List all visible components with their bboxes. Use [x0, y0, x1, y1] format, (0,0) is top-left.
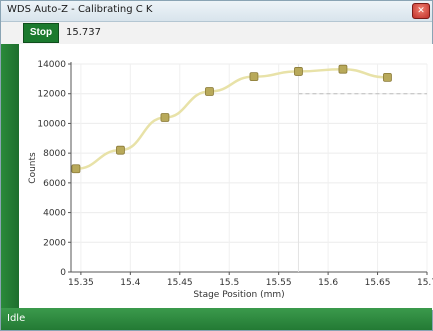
- y-tick-label: 2000: [43, 238, 66, 248]
- data-point: [71, 164, 81, 174]
- close-icon[interactable]: ✕: [412, 3, 430, 19]
- y-tick-label: 14000: [37, 60, 66, 70]
- x-axis-label: Stage Position (mm): [193, 290, 284, 300]
- y-tick-label: 10000: [37, 119, 66, 129]
- y-tick-label: 6000: [43, 179, 66, 189]
- x-tick-label: 15.4: [120, 278, 140, 288]
- position-readout: 15.737: [66, 27, 101, 38]
- status-text: Idle: [7, 313, 26, 324]
- x-tick-label: 15.5: [219, 278, 239, 288]
- data-point: [294, 67, 303, 76]
- stop-button[interactable]: Stop: [23, 23, 59, 43]
- data-point: [116, 145, 125, 155]
- side-strip: [1, 22, 19, 312]
- x-tick-label: 15.7: [417, 278, 433, 288]
- x-tick-label: 15.55: [266, 278, 292, 288]
- title-bar[interactable]: WDS Auto-Z - Calibrating C K ✕: [1, 1, 432, 22]
- series-line: [75, 67, 388, 170]
- x-tick-label: 15.45: [167, 278, 193, 288]
- data-point: [160, 113, 170, 122]
- plot-area: 0 2000 4000 6000 8000 10000 12000 14000 15.35 15.…: [19, 44, 433, 310]
- x-tick-label: 15.35: [68, 278, 94, 288]
- y-tick-label: 12000: [37, 90, 66, 100]
- counts-chart: 0 2000 4000 6000 8000 10000 12000 14000 15.35 15.…: [28, 60, 433, 300]
- status-bar: Idle: [1, 308, 432, 330]
- y-tick-label: 0: [60, 268, 66, 278]
- y-tick-label: 8000: [43, 149, 66, 159]
- y-tick-label: 4000: [43, 209, 66, 219]
- window-title: WDS Auto-Z - Calibrating C K: [7, 4, 153, 15]
- data-point: [383, 72, 392, 82]
- toolbar: Stop 15.737: [1, 22, 432, 44]
- data-point: [205, 87, 214, 96]
- data-point: [338, 64, 348, 74]
- x-tick-label: 15.65: [365, 278, 391, 288]
- x-tick-label: 15.6: [318, 278, 338, 288]
- y-axis-label: Counts: [28, 152, 38, 184]
- data-point: [249, 72, 259, 82]
